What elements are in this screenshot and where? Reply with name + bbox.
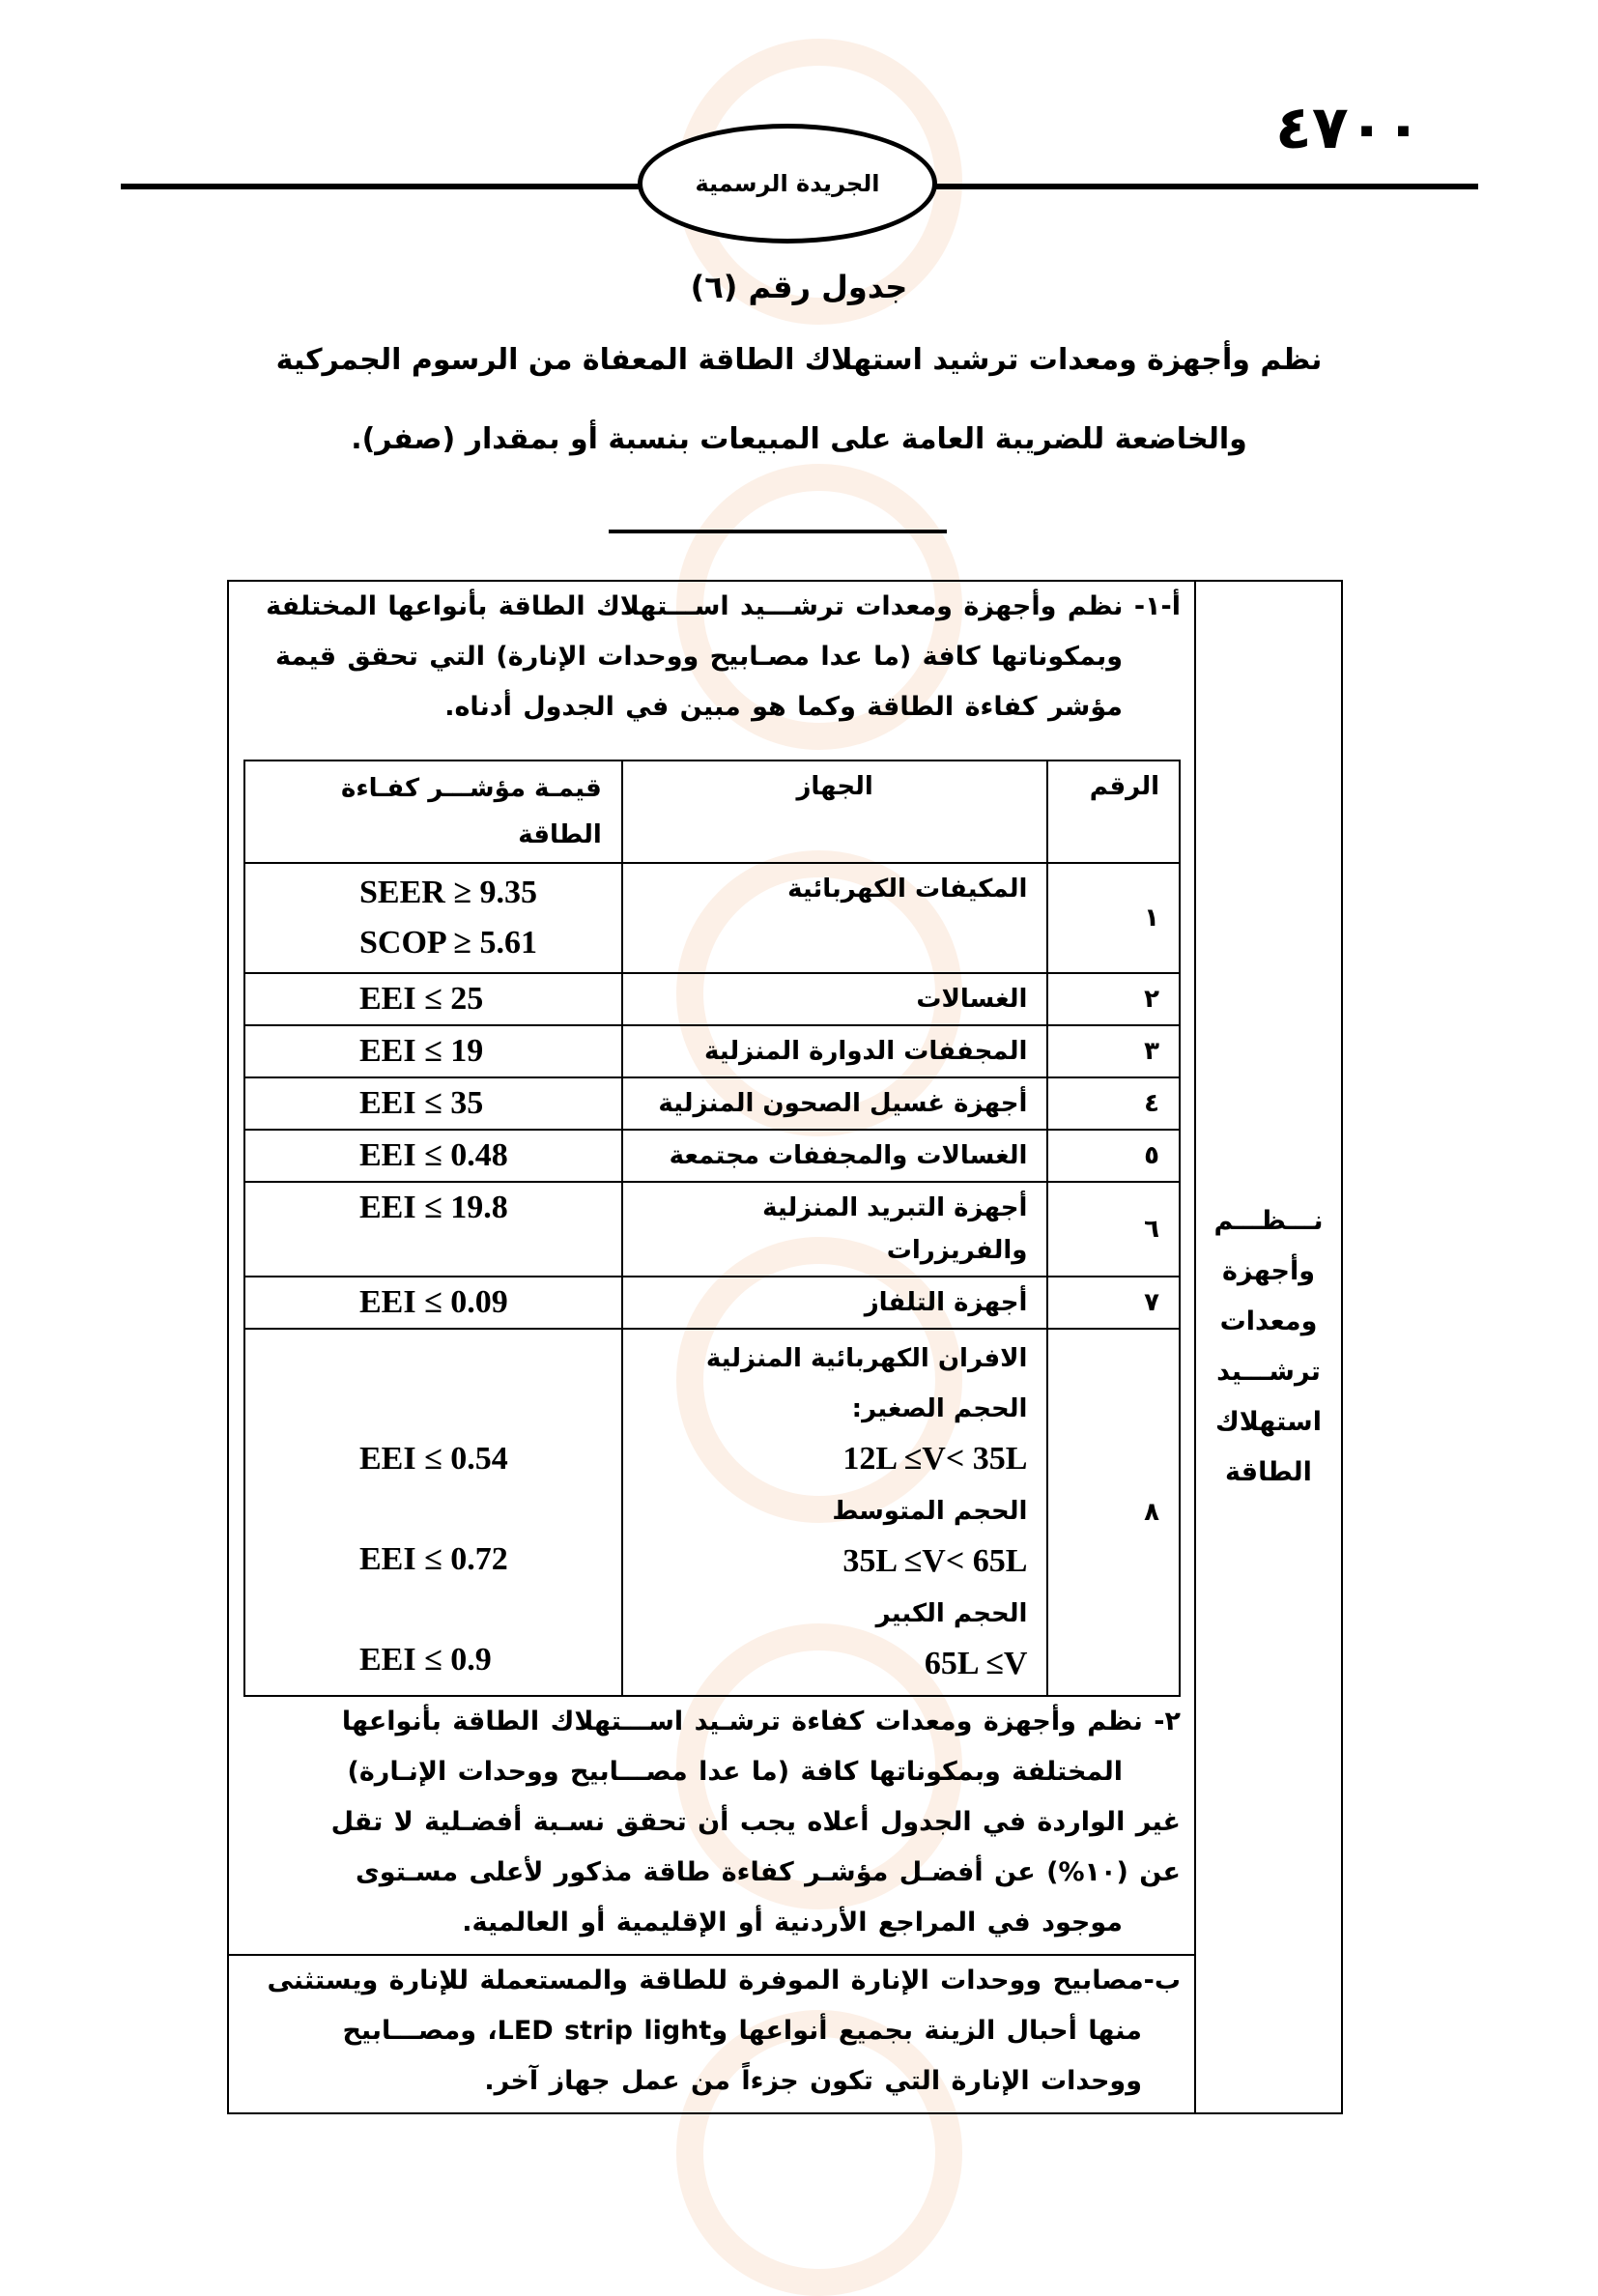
side-label: نـــظـــم وأجهزة ومعدات ترشـــيد استهلاك… bbox=[1196, 1196, 1341, 1498]
device-line: الحجم الصغير: bbox=[851, 1394, 1028, 1423]
header-value: قيمـة مؤشـــر كفـاءة الطاقة bbox=[243, 760, 623, 864]
device-line: 35L ≤V< 65L bbox=[842, 1543, 1028, 1579]
header-device: الجهاز bbox=[620, 760, 1049, 864]
row-value: EEI ≤ 0.09 bbox=[243, 1276, 623, 1330]
title-underline bbox=[609, 530, 947, 533]
section-a-cell: أ-١- نظم وأجهزة ومعدات ترشـــيد اســـتهل… bbox=[227, 580, 1196, 1956]
table-row: ٣ المجففات الدوارة المنزلية EEI ≤ 19 bbox=[243, 1024, 1181, 1078]
side-label-cell: نـــظـــم وأجهزة ومعدات ترشـــيد استهلاك… bbox=[1194, 580, 1343, 2114]
section-a2: ٢- نظم وأجهزة ومعدات كفاءة ترشـيد اســـت… bbox=[243, 1697, 1181, 1948]
row-device: الافران الكهربائية المنزلية الحجم الصغير… bbox=[620, 1328, 1049, 1697]
row-device: المكيفات الكهربائية bbox=[620, 862, 1049, 974]
device-line: الحجم المتوسط bbox=[832, 1497, 1028, 1526]
device-line: 65L ≤V bbox=[924, 1646, 1028, 1681]
row-device: أجهزة التلفاز bbox=[620, 1276, 1049, 1330]
row-num: ٥ bbox=[1046, 1129, 1181, 1183]
section-b-cell: ب-مصابيح ووحدات الإنارة الموفرة للطاقة و… bbox=[227, 1954, 1196, 2114]
row-num: ٤ bbox=[1046, 1076, 1181, 1131]
side-label-line: وأجهزة bbox=[1221, 1256, 1316, 1286]
row-num: ١ bbox=[1046, 862, 1181, 974]
para-line: ٢- نظم وأجهزة ومعدات كفاءة ترشـيد اســـت… bbox=[341, 1707, 1181, 1736]
outer-row-a: نـــظـــم وأجهزة ومعدات ترشـــيد استهلاك… bbox=[227, 580, 1343, 2114]
outer-row-b: ب-مصابيح ووحدات الإنارة الموفرة للطاقة و… bbox=[227, 1954, 1342, 2114]
row-value: EEI ≤ 19.8 bbox=[243, 1181, 623, 1277]
row-value: EEI ≤ 0.48 bbox=[243, 1129, 623, 1183]
gazette-title: الجريدة الرسمية bbox=[695, 170, 880, 197]
side-label-line: ترشـــيد bbox=[1216, 1357, 1321, 1387]
para-line: منها أحبال الزينة بجميع أنواعها وLED str… bbox=[342, 2016, 1142, 2046]
device-line: 12L ≤V< 35L bbox=[842, 1441, 1028, 1477]
table-number: جدول رقم (٦) bbox=[690, 269, 908, 305]
value-line: EEI ≤ 0.72 bbox=[359, 1541, 508, 1577]
row-num: ٦ bbox=[1046, 1181, 1181, 1277]
para-line: غير الواردة في الجدول أعلاه يجب أن تحقق … bbox=[330, 1807, 1181, 1837]
table-row: ٦ أجهزة التبريد المنزلية والفريزرات EEI ≤ … bbox=[243, 1181, 1181, 1277]
table-row: ١ المكيفات الكهربائية SEER ≥ 9.35 SCOP ≥ … bbox=[243, 862, 1181, 974]
table-header-row: الرقم الجهاز قيمـة مؤشـــر كفـاءة الطاقة bbox=[243, 760, 1181, 864]
side-label-line: ومعدات bbox=[1219, 1306, 1318, 1336]
para-line: موجود في المراجع الأردنية أو الإقليمية أ… bbox=[462, 1908, 1123, 1937]
para-line: ووحدات الإنارة التي تكون جزءاً من عمل جه… bbox=[484, 2066, 1142, 2096]
para-line: مؤشر كفاءة الطاقة وكما هو مبين في الجدول… bbox=[444, 692, 1123, 722]
row-value: EEI ≤ 35 bbox=[243, 1076, 623, 1131]
device-line: الافران الكهربائية المنزلية bbox=[705, 1344, 1028, 1373]
row-value: SEER ≥ 9.35 SCOP ≥ 5.61 bbox=[243, 862, 623, 974]
row-value: EEI ≤ 25 bbox=[243, 972, 623, 1026]
row-value: EEI ≤ 19 bbox=[243, 1024, 623, 1078]
para-line: عن (١٠%) عن أفضـل مؤشـر كفاءة طاقة مذكور… bbox=[356, 1857, 1181, 1887]
row-num: ٢ bbox=[1046, 972, 1181, 1026]
table-row: ٧ أجهزة التلفاز EEI ≤ 0.09 bbox=[243, 1276, 1181, 1330]
table-row: ٢ الغسالات EEI ≤ 25 bbox=[243, 972, 1181, 1026]
title-line-1: نظم وأجهزة ومعدات ترشيد استهلاك الطاقة ا… bbox=[275, 343, 1323, 377]
row-device: الغسالات bbox=[620, 972, 1049, 1026]
page-number: ٤٧٠٠ bbox=[1275, 92, 1422, 162]
side-label-line: نـــظـــم bbox=[1213, 1206, 1324, 1236]
title-line-2: والخاضعة للضريبة العامة على المبيعات بنس… bbox=[351, 422, 1247, 456]
table-row: ٤ أجهزة غسيل الصحون المنزلية EEI ≤ 35 bbox=[243, 1076, 1181, 1131]
row-device: الغسالات والمجففات مجتمعة bbox=[620, 1129, 1049, 1183]
device-line: الحجم الكبير bbox=[875, 1599, 1028, 1628]
side-label-line: استهلاك bbox=[1215, 1407, 1322, 1437]
outer-table: نـــظـــم وأجهزة ومعدات ترشـــيد استهلاك… bbox=[227, 580, 1343, 2114]
header-num: الرقم bbox=[1046, 760, 1181, 864]
para-line: المختلفة وبمكوناتها كافة (ما عدا مصـــاب… bbox=[347, 1757, 1123, 1787]
row-device: أجهزة غسيل الصحون المنزلية bbox=[620, 1076, 1049, 1131]
section-b: ب-مصابيح ووحدات الإنارة الموفرة للطاقة و… bbox=[243, 1956, 1181, 2107]
value-line: SEER ≥ 9.35 bbox=[359, 875, 537, 910]
row-device: أجهزة التبريد المنزلية والفريزرات bbox=[620, 1181, 1049, 1277]
table-row: ٥ الغسالات والمجففات مجتمعة EEI ≤ 0.48 bbox=[243, 1129, 1181, 1183]
table-row: ٨ الافران الكهربائية المنزلية الحجم الصغ… bbox=[243, 1328, 1181, 1697]
row-device: المجففات الدوارة المنزلية bbox=[620, 1024, 1049, 1078]
row-num: ٣ bbox=[1046, 1024, 1181, 1078]
para-line: ب-مصابيح ووحدات الإنارة الموفرة للطاقة و… bbox=[267, 1966, 1181, 1995]
side-label-line: الطاقة bbox=[1225, 1457, 1312, 1487]
section-a1: أ-١- نظم وأجهزة ومعدات ترشـــيد اســـتهل… bbox=[243, 582, 1181, 732]
row-num: ٨ bbox=[1046, 1328, 1181, 1697]
row-num: ٧ bbox=[1046, 1276, 1181, 1330]
value-line: EEI ≤ 0.54 bbox=[359, 1441, 508, 1477]
value-line: EEI ≤ 0.9 bbox=[359, 1642, 492, 1678]
gazette-oval: الجريدة الرسمية bbox=[638, 124, 937, 244]
para-line: أ-١- نظم وأجهزة ومعدات ترشـــيد اســـتهل… bbox=[266, 591, 1181, 621]
value-line: SCOP ≥ 5.61 bbox=[359, 925, 537, 961]
efficiency-table: الرقم الجهاز قيمـة مؤشـــر كفـاءة الطاقة… bbox=[243, 760, 1181, 1697]
row-value: EEI ≤ 0.54 EEI ≤ 0.72 EEI ≤ 0.9 bbox=[243, 1328, 623, 1697]
para-line: وبمكوناتها كافة (ما عدا مصـابيح ووحدات ا… bbox=[274, 642, 1123, 672]
